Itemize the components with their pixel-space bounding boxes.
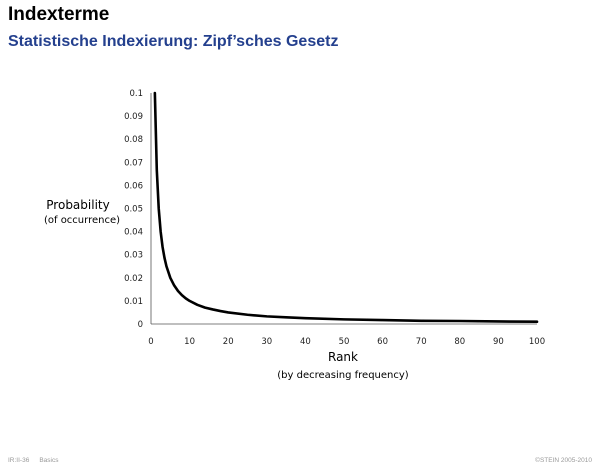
x-tick-label: 0 <box>148 337 153 347</box>
x-axis-title: Rank <box>328 350 358 364</box>
y-axis-subtitle: (of occurrence) <box>44 215 120 226</box>
x-tick-label: 70 <box>416 337 427 347</box>
y-tick-label: 0.02 <box>124 274 143 284</box>
series-line <box>153 91 539 323</box>
x-tick-label: 30 <box>261 337 272 347</box>
y-tick-label: 0.1 <box>129 89 143 99</box>
x-tick-labels: 0 10 20 30 40 50 60 70 80 90 100 <box>148 337 545 347</box>
y-tick-label: 0.05 <box>124 205 143 215</box>
y-tick-label: 0.06 <box>124 181 143 191</box>
y-axis-title: Probability <box>46 198 109 212</box>
x-tick-label: 60 <box>377 337 388 347</box>
x-tick-label: 20 <box>223 337 234 347</box>
y-tick-label: 0.01 <box>124 297 143 307</box>
footer-page-number: IR:II-36 <box>8 457 30 464</box>
footer-section: Basics <box>39 457 59 464</box>
footer-copyright: ©STEIN 2005-2010 <box>535 457 592 464</box>
y-tick-label: 0 <box>138 320 143 330</box>
x-tick-label: 80 <box>454 337 465 347</box>
x-tick-label: 100 <box>529 337 545 347</box>
x-tick-label: 10 <box>184 337 195 347</box>
slide-subtitle: Statistische Indexierung: Zipf’sches Ges… <box>8 33 339 50</box>
y-tick-label: 0.04 <box>124 228 143 238</box>
y-tick-label: 0.07 <box>124 158 143 168</box>
y-tick-label: 0.03 <box>124 251 143 261</box>
slide-title: Indexterme <box>8 4 110 25</box>
y-tick-label: 0.09 <box>124 112 143 122</box>
footer-left: IR:II-36 Basics <box>8 457 68 464</box>
y-tick-label: 0.08 <box>124 135 143 145</box>
x-tick-label: 40 <box>300 337 311 347</box>
x-tick-label: 90 <box>493 337 504 347</box>
y-tick-labels: 0 0.01 0.02 0.03 0.04 0.05 0.06 0.07 0.08 0.09 0.1 <box>124 89 143 330</box>
x-axis-subtitle: (by decreasing frequency) <box>277 370 409 381</box>
x-tick-label: 50 <box>339 337 350 347</box>
